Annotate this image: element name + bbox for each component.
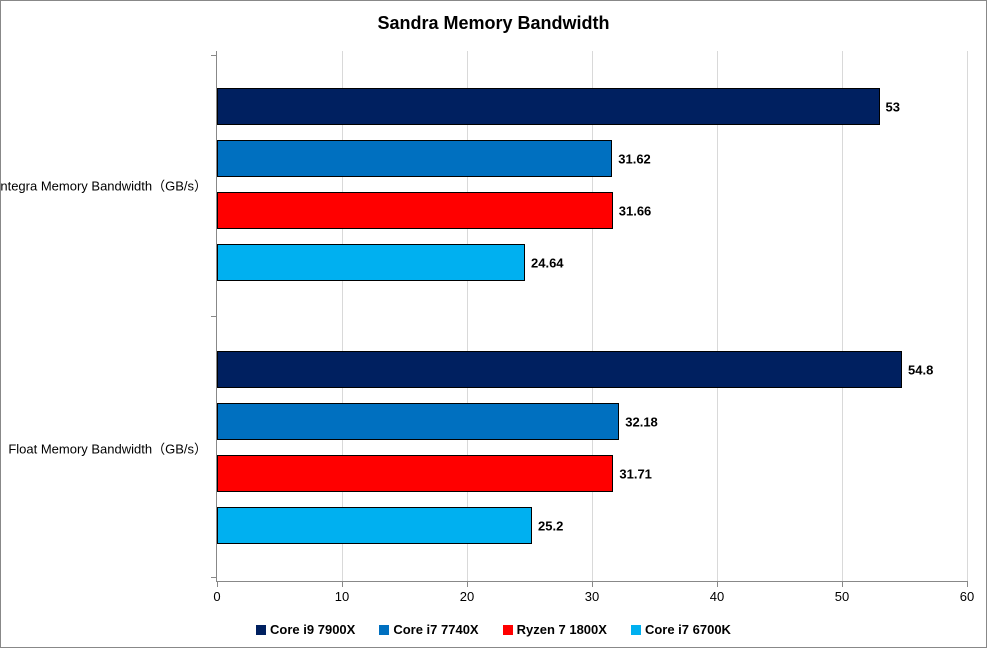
- legend: Core i9 7900X Core i7 7740X Ryzen 7 1800X C…: [1, 621, 986, 637]
- bar-value-label: 53: [886, 99, 900, 114]
- bar: [217, 88, 880, 125]
- legend-swatch: [379, 625, 389, 635]
- x-tick-label: 20: [460, 589, 474, 604]
- bar-value-label: 31.62: [618, 151, 651, 166]
- bar: [217, 244, 525, 281]
- gridline: [717, 51, 718, 581]
- bar: [217, 403, 619, 440]
- legend-item: Core i7 7740X: [379, 621, 478, 637]
- gridline: [342, 51, 343, 581]
- legend-label: Core i7 7740X: [393, 622, 478, 637]
- x-tick-label: 40: [710, 589, 724, 604]
- bar-value-label: 25.2: [538, 518, 563, 533]
- legend-label: Ryzen 7 1800X: [517, 622, 607, 637]
- bar: [217, 140, 612, 177]
- x-tick-label: 0: [213, 589, 220, 604]
- y-tick: [211, 577, 217, 578]
- x-tick-label: 30: [585, 589, 599, 604]
- gridline: [967, 51, 968, 581]
- bar: [217, 455, 613, 492]
- y-category-label: Float Memory Bandwidth（GB/s）: [8, 438, 207, 457]
- plot-area: 0102030405060Integra Memory Bandwidth（GB…: [216, 51, 967, 582]
- legend-item: Core i9 7900X: [256, 621, 355, 637]
- y-category-label: Integra Memory Bandwidth（GB/s）: [0, 175, 207, 194]
- x-tick: [967, 581, 968, 587]
- legend-label: Core i9 7900X: [270, 622, 355, 637]
- bar-value-label: 54.8: [908, 362, 933, 377]
- legend-swatch: [631, 625, 641, 635]
- x-tick: [717, 581, 718, 587]
- x-tick-label: 60: [960, 589, 974, 604]
- bar: [217, 192, 613, 229]
- gridline: [467, 51, 468, 581]
- chart-title: Sandra Memory Bandwidth: [1, 1, 986, 42]
- legend-item: Ryzen 7 1800X: [503, 621, 607, 637]
- legend-item: Core i7 6700K: [631, 621, 731, 637]
- legend-swatch: [503, 625, 513, 635]
- bar-value-label: 31.66: [619, 203, 652, 218]
- legend-swatch: [256, 625, 266, 635]
- bar-value-label: 32.18: [625, 414, 658, 429]
- x-tick: [842, 581, 843, 587]
- legend-label: Core i7 6700K: [645, 622, 731, 637]
- x-tick: [342, 581, 343, 587]
- bar-value-label: 31.71: [619, 466, 652, 481]
- y-tick: [211, 316, 217, 317]
- x-tick: [592, 581, 593, 587]
- x-tick: [467, 581, 468, 587]
- y-tick: [211, 55, 217, 56]
- chart-container: Sandra Memory Bandwidth 0102030405060Int…: [0, 0, 987, 648]
- x-tick-label: 10: [335, 589, 349, 604]
- bar: [217, 351, 902, 388]
- x-tick-label: 50: [835, 589, 849, 604]
- gridline: [592, 51, 593, 581]
- gridline: [842, 51, 843, 581]
- x-tick: [217, 581, 218, 587]
- bar-value-label: 24.64: [531, 255, 564, 270]
- bar: [217, 507, 532, 544]
